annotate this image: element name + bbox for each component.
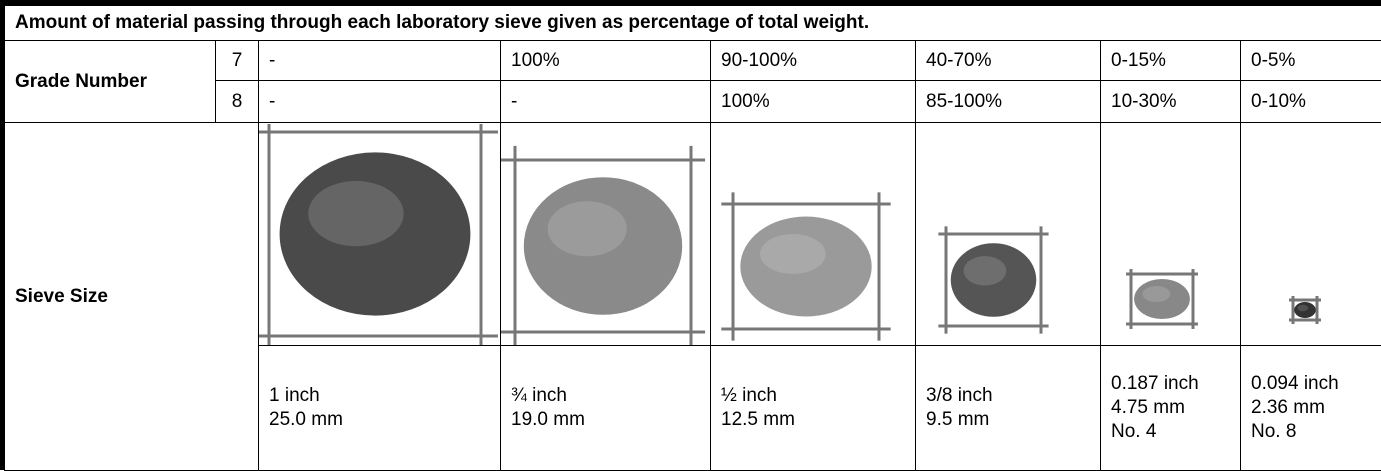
sieve-label: Sieve Size	[5, 123, 259, 471]
size-line: 3/8 inch	[926, 384, 1100, 408]
size-line: No. 4	[1111, 420, 1240, 444]
size-line: ¾ inch	[511, 384, 710, 408]
size-line: 2.36 mm	[1251, 396, 1381, 420]
rock-highlight	[548, 201, 627, 256]
cell: 90-100%	[711, 41, 916, 81]
size-line: 4.75 mm	[1111, 396, 1240, 420]
sieve-picture	[1101, 124, 1240, 345]
rock-highlight	[1142, 286, 1170, 302]
cell: 40-70%	[916, 41, 1101, 81]
sieve-image-cell	[1101, 123, 1241, 346]
rock-highlight	[308, 181, 403, 246]
cell: -	[259, 41, 501, 81]
size-line: 19.0 mm	[511, 408, 710, 432]
cell: 0-5%	[1241, 41, 1381, 81]
grade-number: 8	[216, 81, 259, 123]
sieve-image-cell	[259, 123, 501, 346]
size-line: 12.5 mm	[721, 408, 915, 432]
size-line: 25.0 mm	[269, 408, 500, 432]
cell: 100%	[711, 81, 916, 123]
sieve-image-cell	[916, 123, 1101, 346]
size-line: ½ inch	[721, 384, 915, 408]
sieve-picture	[259, 124, 499, 345]
sieve-picture	[501, 124, 710, 345]
size-line: 0.187 inch	[1111, 372, 1240, 396]
cell: 85-100%	[916, 81, 1101, 123]
rock-highlight	[760, 234, 826, 274]
image-row: Sieve Size	[5, 123, 1381, 346]
cell: 10-30%	[1101, 81, 1241, 123]
sieve-image-cell	[711, 123, 916, 346]
rock-highlight	[1297, 305, 1308, 311]
cell: 0-10%	[1241, 81, 1381, 123]
size-line: 9.5 mm	[926, 408, 1100, 432]
cell: -	[259, 81, 501, 123]
sieve-image-cell	[501, 123, 711, 346]
grading-table: Amount of material passing through each …	[4, 5, 1381, 471]
cell: -	[501, 81, 711, 123]
header-row: Amount of material passing through each …	[5, 6, 1381, 41]
grade-label: Grade Number	[5, 41, 216, 123]
table-caption: Amount of material passing through each …	[5, 6, 1381, 41]
sieve-picture	[1241, 124, 1381, 345]
size-line: No. 8	[1251, 420, 1381, 444]
grade-row: Grade Number 7 - 100% 90-100% 40-70% 0-1…	[5, 41, 1381, 81]
sieve-picture	[711, 124, 915, 345]
size-line: 0.094 inch	[1251, 372, 1381, 396]
cell: 100%	[501, 41, 711, 81]
grade-number: 7	[216, 41, 259, 81]
cell: 0-15%	[1101, 41, 1241, 81]
size-line: 1 inch	[269, 384, 500, 408]
page: Amount of material passing through each …	[0, 0, 1381, 470]
sieve-image-cell	[1241, 123, 1381, 346]
sieve-picture	[916, 124, 1100, 345]
rock-highlight	[964, 256, 1007, 285]
